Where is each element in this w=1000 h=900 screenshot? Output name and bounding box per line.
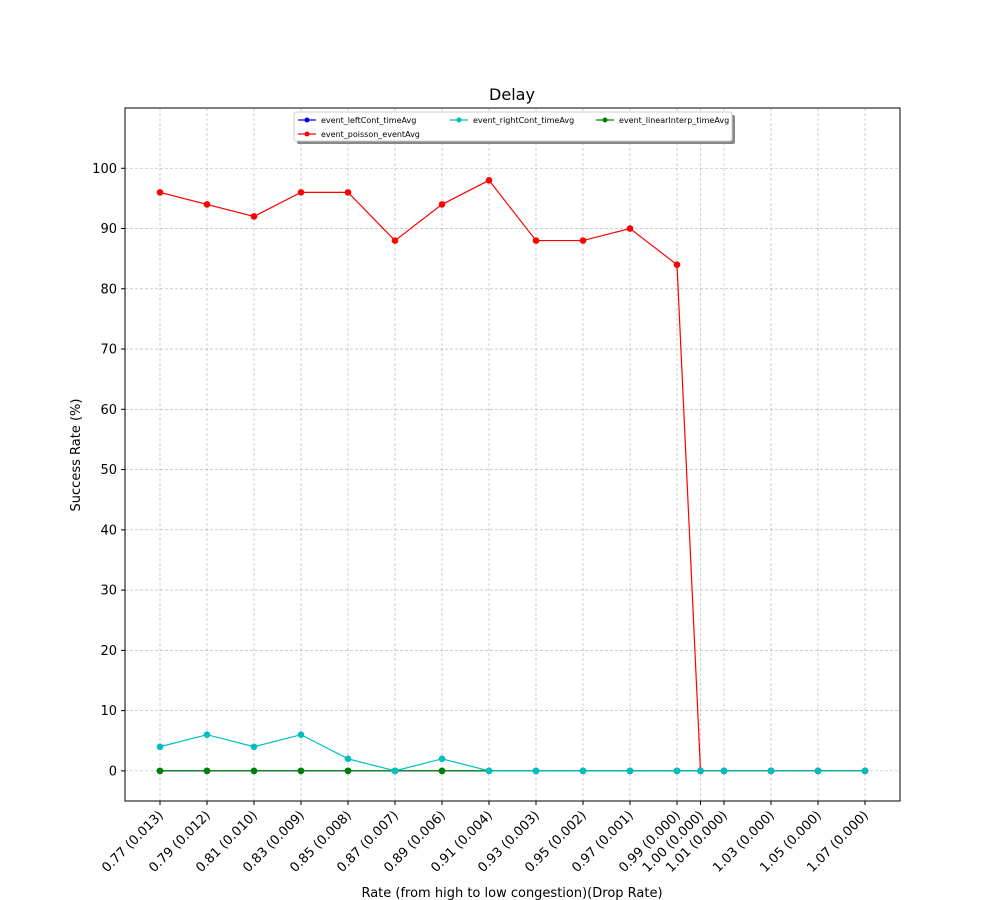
data-point xyxy=(250,767,258,775)
data-point xyxy=(626,767,634,775)
y-tick-label: 80 xyxy=(100,282,117,297)
data-point xyxy=(203,731,211,739)
data-point xyxy=(438,755,446,763)
legend-entry: event_linearInterp_timeAvg xyxy=(596,116,729,125)
data-point xyxy=(156,767,164,775)
y-tick-label: 90 xyxy=(100,222,117,237)
series-layer xyxy=(156,177,869,775)
data-point xyxy=(297,767,305,775)
data-point xyxy=(344,755,352,763)
grid-layer xyxy=(125,108,900,801)
x-axis-ticks: 0.77 (0.013)0.79 (0.012)0.81 (0.010)0.83… xyxy=(99,801,872,876)
data-point xyxy=(697,767,704,775)
series-event_poisson_eventAvg xyxy=(156,177,869,775)
y-axis-ticks: 0 10 20 30 40 50 60 70 80 90 100 xyxy=(92,162,125,779)
data-point xyxy=(532,237,540,244)
legend-swatch-marker xyxy=(456,117,462,123)
data-point xyxy=(673,767,681,775)
data-point xyxy=(814,767,822,775)
data-point xyxy=(720,767,728,775)
data-point xyxy=(344,767,352,775)
y-tick-label: 10 xyxy=(100,704,117,719)
data-point xyxy=(344,189,352,196)
data-point xyxy=(156,743,164,751)
data-point xyxy=(626,225,634,232)
y-axis-title: Success Rate (%) xyxy=(69,399,84,512)
legend-entry: event_poisson_eventAvg xyxy=(298,130,420,139)
y-tick-label: 0 xyxy=(109,764,117,779)
legend-entry: event_rightCont_timeAvg xyxy=(450,116,574,125)
plot-frame xyxy=(124,107,901,802)
data-point xyxy=(579,237,587,244)
legend-box xyxy=(293,111,733,142)
y-tick-label: 20 xyxy=(100,644,117,659)
legend-swatch-marker xyxy=(304,117,310,123)
series-line xyxy=(159,179,865,772)
data-point xyxy=(297,189,305,196)
data-point xyxy=(203,201,211,208)
legend-entry: event_leftCont_timeAvg xyxy=(298,116,416,125)
y-tick-label: 40 xyxy=(100,523,117,538)
chart-title: Delay xyxy=(489,85,535,104)
legend-label: event_linearInterp_timeAvg xyxy=(619,116,729,125)
y-tick-label: 50 xyxy=(100,463,117,478)
legend-swatch-marker xyxy=(602,117,608,123)
data-point xyxy=(673,261,681,268)
legend: event_leftCont_timeAvg event_poisson_even… xyxy=(293,111,735,144)
data-point xyxy=(156,189,164,196)
data-point xyxy=(579,767,587,775)
series-event_rightCont_timeAvg xyxy=(156,731,869,775)
data-point xyxy=(861,767,869,775)
y-tick-label: 70 xyxy=(100,343,117,358)
legend-label: event_poisson_eventAvg xyxy=(321,130,420,139)
legend-label: event_rightCont_timeAvg xyxy=(473,116,574,125)
data-point xyxy=(485,767,493,775)
data-point xyxy=(438,201,446,208)
series-line xyxy=(159,734,865,772)
y-tick-label: 30 xyxy=(100,584,117,599)
data-point xyxy=(391,767,399,775)
legend-swatch-marker xyxy=(304,131,310,137)
y-tick-label: 60 xyxy=(100,403,117,418)
data-point xyxy=(485,177,493,184)
x-axis-title: Rate (from high to low congestion)(Drop … xyxy=(361,886,662,900)
data-point xyxy=(250,213,258,220)
y-tick-label: 100 xyxy=(92,162,117,177)
data-point xyxy=(391,237,399,244)
data-point xyxy=(203,767,211,775)
data-point xyxy=(438,767,446,775)
data-point xyxy=(250,743,258,751)
data-point xyxy=(767,767,775,775)
data-point xyxy=(297,731,305,739)
data-point xyxy=(532,767,540,775)
legend-label: event_leftCont_timeAvg xyxy=(321,116,416,125)
